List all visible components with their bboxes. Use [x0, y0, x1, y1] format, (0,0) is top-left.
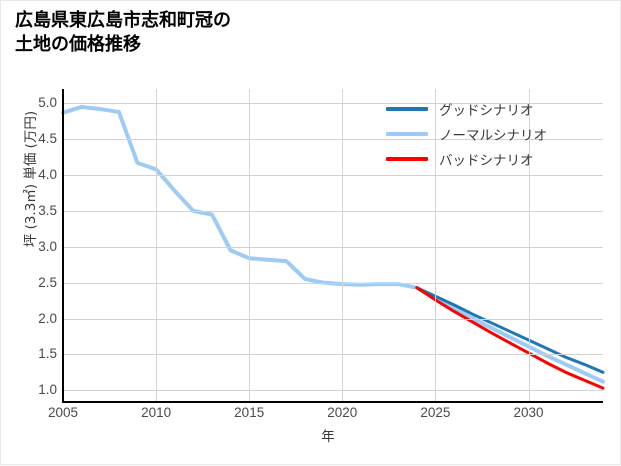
- x-tick-label: 2015: [234, 405, 265, 420]
- chart-legend: グッドシナリオ ノーマルシナリオ バッドシナリオ: [386, 94, 616, 171]
- gridline-horizontal: [63, 390, 603, 392]
- x-tick-label: 2010: [141, 405, 172, 420]
- legend-color-swatch: [386, 156, 428, 161]
- y-axis-line: [62, 89, 64, 403]
- gridline-horizontal: [63, 246, 603, 248]
- x-tick-label: 2030: [513, 405, 544, 420]
- y-tick-label: 1.5: [38, 346, 57, 362]
- series-line: [415, 286, 605, 374]
- x-axis-line: [62, 401, 603, 403]
- legend-item[interactable]: ノーマルシナリオ: [386, 121, 616, 146]
- legend-color-swatch: [386, 106, 428, 111]
- plot-area: [61, 89, 605, 401]
- y-axis-label: 坪 (3.3㎡) 単価 (万円): [23, 110, 39, 248]
- gridline-vertical: [249, 89, 251, 401]
- x-tick-label: 2005: [47, 405, 79, 420]
- y-tick-label: 1.0: [38, 382, 57, 398]
- gridline-horizontal: [63, 139, 603, 141]
- gridline-horizontal: [63, 354, 603, 356]
- x-tick-label: 2020: [327, 405, 358, 420]
- x-tick-label: 2025: [420, 405, 451, 420]
- legend-item-label: ノーマルシナリオ: [439, 127, 547, 144]
- legend-item[interactable]: グッドシナリオ: [386, 96, 616, 121]
- legend-item-label: グッドシナリオ: [439, 102, 534, 119]
- gridline-vertical: [528, 89, 530, 401]
- gridline-horizontal: [63, 175, 603, 177]
- gridline-horizontal: [63, 103, 603, 105]
- gridline-horizontal: [63, 282, 603, 284]
- gridline-horizontal: [63, 318, 603, 320]
- gridline-horizontal: [63, 210, 603, 212]
- page-title: 広島県東広島市志和町冠の 土地の価格推移: [15, 10, 231, 55]
- y-tick-label: 2.0: [38, 310, 57, 326]
- gridline-vertical: [435, 89, 437, 401]
- legend-item-label: バッドシナリオ: [439, 152, 534, 169]
- series-line: [415, 286, 605, 390]
- x-axis-label: 年: [321, 429, 335, 445]
- gridline-vertical: [342, 89, 344, 401]
- legend-item[interactable]: バッドシナリオ: [386, 146, 616, 171]
- legend-color-swatch: [386, 131, 428, 136]
- gridline-vertical: [156, 89, 158, 401]
